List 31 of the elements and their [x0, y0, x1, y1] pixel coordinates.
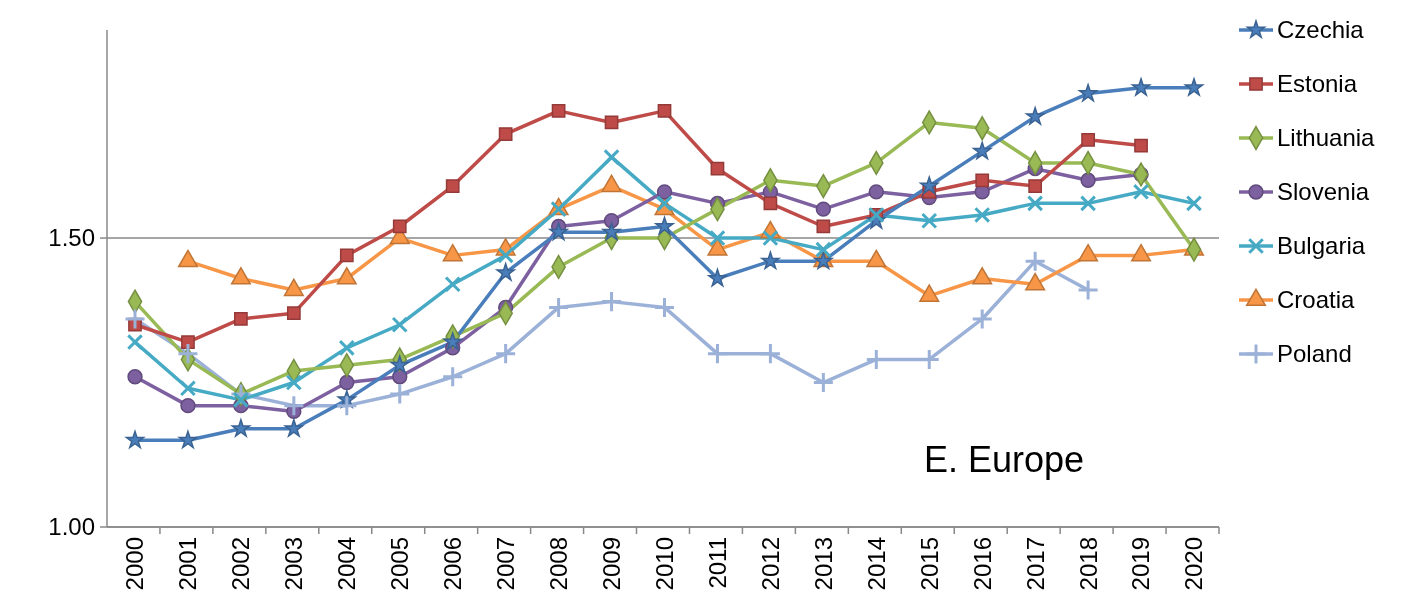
x-tick-label: 2007: [492, 537, 520, 591]
x-tick-label: 2011: [703, 537, 731, 589]
y-tick-label: 1.00: [48, 513, 95, 541]
x-tick-label: 2004: [333, 537, 361, 591]
y-tick-label: 1.50: [48, 224, 95, 252]
x-tick-label: 2015: [915, 537, 943, 591]
legend-label: Bulgaria: [1277, 232, 1366, 260]
x-tick-label: 2008: [545, 537, 572, 591]
legend-label: Estonia: [1277, 70, 1358, 98]
legend-label: Czechia: [1277, 16, 1365, 44]
x-tick-label: 2003: [280, 537, 308, 591]
x-tick-label: 2009: [597, 537, 625, 591]
x-tick-label: 2010: [650, 537, 678, 591]
x-tick-label: 2012: [756, 537, 784, 591]
x-tick-label: 2005: [386, 537, 414, 591]
x-tick-label: 2016: [968, 537, 996, 591]
x-tick-label: 2013: [809, 537, 837, 591]
legend-label: Lithuania: [1277, 124, 1376, 152]
annotation: E. Europe: [923, 439, 1084, 480]
x-tick-label: 2006: [439, 537, 467, 591]
legend-label: Croatia: [1277, 286, 1356, 314]
x-tick-label: 2014: [862, 537, 890, 591]
x-tick-label: 2000: [121, 537, 149, 591]
x-tick-label: 2001: [174, 537, 202, 591]
x-tick-label: 2019: [1127, 537, 1155, 591]
x-tick-label: 2017: [1021, 537, 1049, 591]
x-tick-label: 2002: [227, 537, 255, 591]
legend-label: Poland: [1277, 340, 1352, 368]
x-tick-label: 2018: [1074, 537, 1102, 591]
legend-label: Slovenia: [1277, 178, 1370, 206]
x-tick-label: 2020: [1180, 537, 1208, 591]
